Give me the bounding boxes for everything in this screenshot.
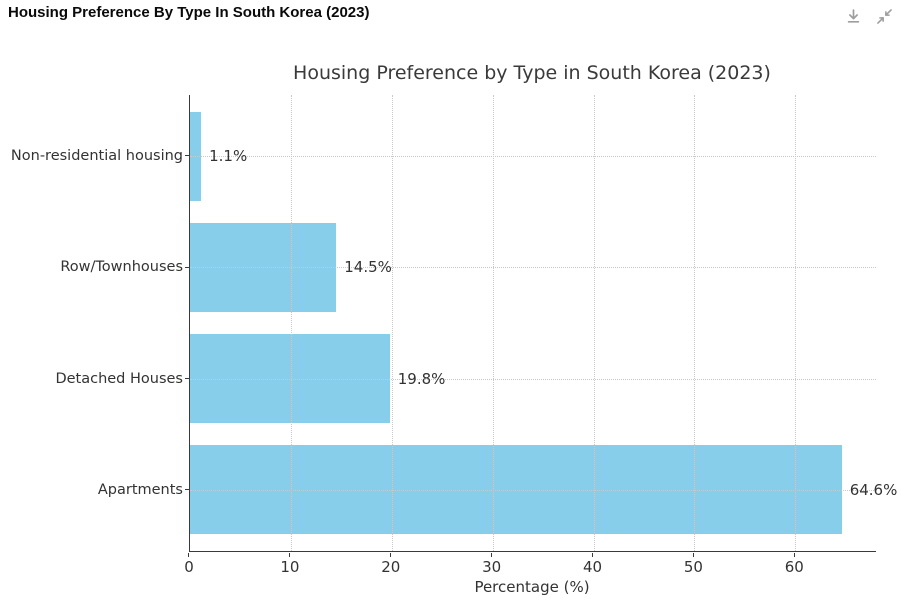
- window-title: Housing Preference By Type In South Kore…: [8, 4, 370, 21]
- gridline-vertical: [694, 95, 696, 551]
- bar-value-label: 64.6%: [849, 480, 898, 499]
- x-tick-mark: [390, 552, 391, 557]
- y-tick-label: Detached Houses: [55, 370, 183, 387]
- x-tick-mark: [289, 552, 291, 557]
- x-tick-mark: [490, 552, 492, 557]
- x-tick-mark: [692, 552, 694, 557]
- x-tick-label: 20: [381, 558, 401, 576]
- plot-area: 1.1% 14.5% 19.8% 64.6%: [189, 95, 897, 552]
- x-tick-mark: [793, 552, 795, 557]
- gridline-vertical: [795, 95, 797, 551]
- gridline-vertical: [593, 95, 595, 551]
- y-tick-label: Non-residential housing: [10, 148, 183, 165]
- x-tick-label: 10: [280, 558, 300, 576]
- gridline-horizontal: [190, 156, 876, 158]
- y-tick-label: Row/Townhouses: [60, 259, 183, 276]
- y-tick-mark: [184, 377, 189, 379]
- gridline-vertical: [290, 95, 292, 551]
- y-tick-mark: [184, 489, 189, 491]
- gridline-vertical: [391, 95, 393, 551]
- x-tick-label: 60: [784, 558, 804, 576]
- y-tick-mark: [184, 155, 189, 157]
- bar-value-label: 1.1%: [209, 147, 248, 166]
- bar-value-label: 14.5%: [344, 258, 392, 277]
- x-tick-label: 30: [482, 558, 502, 576]
- collapse-icon[interactable]: [875, 7, 893, 25]
- y-axis-labels: Non-residential housing Row/Townhouses Det…: [0, 95, 183, 551]
- x-tick-label: 50: [683, 558, 703, 576]
- chart-title: Housing Preference by Type in South Kore…: [293, 62, 771, 84]
- bar-value-label: 19.8%: [397, 369, 446, 388]
- header-toolbar: [844, 7, 893, 25]
- gridline-vertical: [492, 95, 494, 551]
- x-axis-title: Percentage (%): [474, 578, 590, 596]
- gridline-horizontal: [190, 489, 876, 491]
- download-icon[interactable]: [844, 7, 862, 25]
- x-tick-mark: [591, 552, 593, 557]
- gridline-horizontal: [190, 267, 876, 269]
- gridline-horizontal: [190, 378, 876, 380]
- y-tick-label: Apartments: [97, 481, 183, 498]
- x-tick-mark: [188, 552, 190, 557]
- x-tick-label: 0: [184, 558, 194, 576]
- y-tick-mark: [184, 266, 189, 268]
- x-tick-label: 40: [582, 558, 603, 576]
